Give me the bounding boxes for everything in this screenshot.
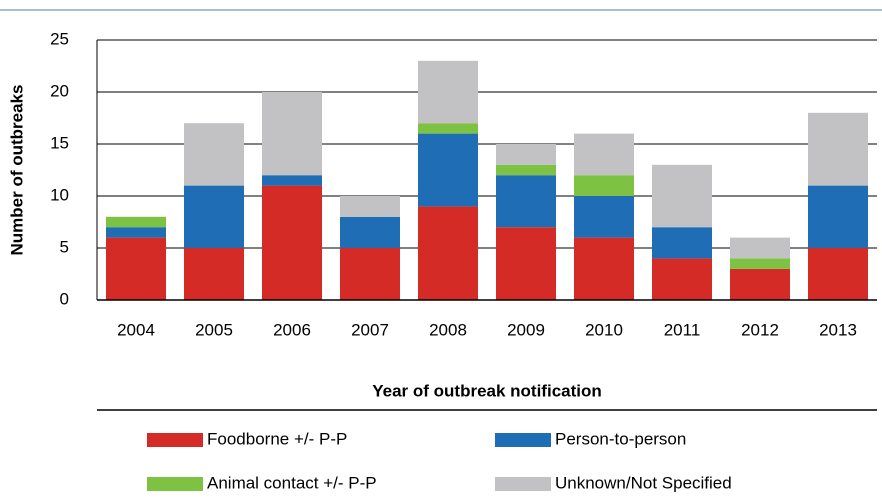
bar-segment bbox=[574, 175, 634, 196]
legend-swatch bbox=[495, 477, 551, 491]
x-tick-label: 2012 bbox=[741, 320, 779, 339]
x-tick-label: 2008 bbox=[429, 320, 467, 339]
legend-label: Foodborne +/- P-P bbox=[207, 429, 347, 448]
bar-segment bbox=[262, 92, 322, 176]
x-tick-label: 2004 bbox=[117, 320, 155, 339]
bar-segment bbox=[496, 227, 556, 300]
y-tick-label: 10 bbox=[50, 185, 69, 204]
bar-segment bbox=[418, 206, 478, 300]
bar-segment bbox=[418, 133, 478, 207]
x-tick-label: 2006 bbox=[273, 320, 311, 339]
bar-segment bbox=[652, 258, 712, 300]
y-tick-label: 5 bbox=[60, 237, 69, 256]
legend-label: Person-to-person bbox=[555, 429, 686, 448]
x-tick-label: 2009 bbox=[507, 320, 545, 339]
x-tick-label: 2005 bbox=[195, 320, 233, 339]
bar-segment bbox=[340, 216, 400, 248]
y-axis-title: Number of outbreaks bbox=[7, 85, 26, 256]
bar-segment bbox=[496, 164, 556, 176]
bar-segment bbox=[184, 185, 244, 248]
bar-segment bbox=[808, 185, 868, 248]
y-tick-label: 20 bbox=[50, 81, 69, 100]
y-tick-label: 0 bbox=[60, 289, 69, 308]
bar-segment bbox=[496, 175, 556, 228]
bar-segment bbox=[340, 196, 400, 217]
legend-swatch bbox=[147, 433, 203, 447]
bar-segment bbox=[262, 175, 322, 186]
bar-segment bbox=[418, 60, 478, 124]
bar-segment bbox=[106, 227, 166, 238]
bar-segment bbox=[730, 258, 790, 269]
legend-label: Unknown/Not Specified bbox=[555, 473, 732, 492]
bar-segment bbox=[808, 248, 868, 300]
bar-segment bbox=[184, 123, 244, 186]
x-tick-label: 2011 bbox=[664, 320, 701, 339]
y-tick-label: 15 bbox=[50, 133, 69, 152]
bar-segment bbox=[106, 216, 166, 228]
y-tick-label: 25 bbox=[50, 29, 69, 48]
bar-segment bbox=[574, 196, 634, 238]
bar-segment bbox=[574, 133, 634, 176]
bar-segment bbox=[730, 268, 790, 300]
legend-swatch bbox=[495, 433, 551, 447]
legend-swatch bbox=[147, 477, 203, 491]
x-tick-label: 2007 bbox=[351, 320, 389, 339]
bar-segment bbox=[808, 112, 868, 186]
bar-segment bbox=[730, 237, 790, 259]
x-tick-label: 2010 bbox=[585, 320, 623, 339]
bar-segment bbox=[418, 123, 478, 134]
bar-segment bbox=[184, 248, 244, 300]
x-tick-label: 2013 bbox=[819, 320, 857, 339]
x-axis-title: Year of outbreak notification bbox=[372, 381, 602, 400]
bar-segment bbox=[496, 144, 556, 165]
bar-segment bbox=[574, 237, 634, 300]
bar-segment bbox=[262, 185, 322, 300]
bar-segment bbox=[652, 227, 712, 259]
bar-segment bbox=[340, 248, 400, 300]
bar-segment bbox=[106, 237, 166, 300]
bar-segment bbox=[652, 164, 712, 228]
legend-label: Animal contact +/- P-P bbox=[207, 473, 377, 492]
